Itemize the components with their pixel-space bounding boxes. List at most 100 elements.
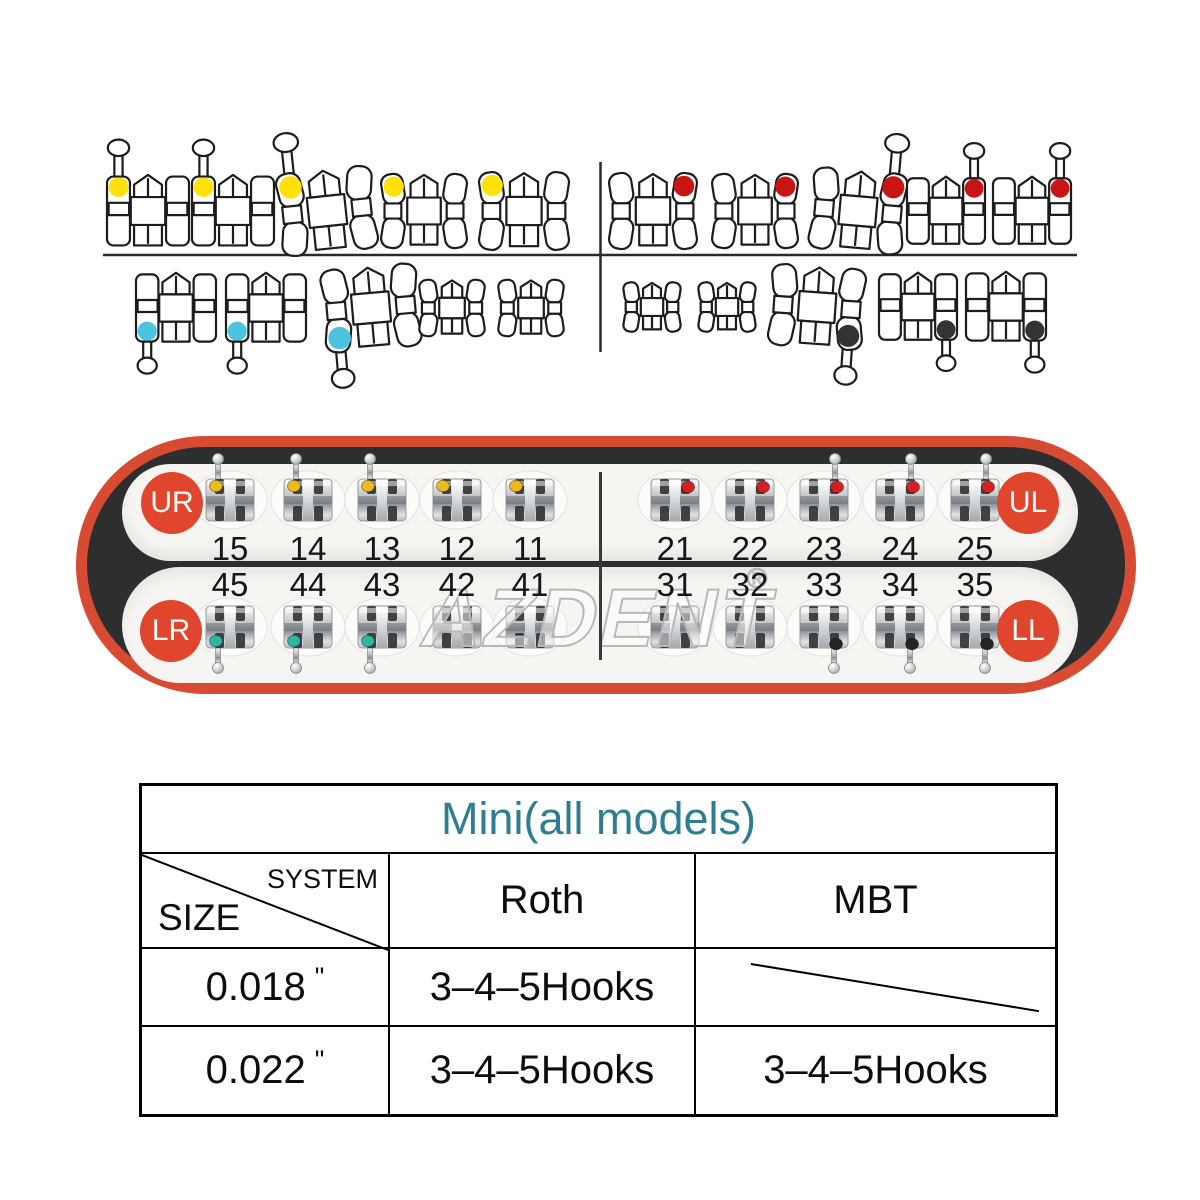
marker-dot: [287, 479, 301, 493]
corner-system-label: SYSTEM: [266, 864, 378, 894]
tray-bracket: [862, 453, 938, 530]
marker-dot: [209, 634, 223, 648]
tray-bracket: [937, 453, 1013, 530]
watermark-text: AZDENT: [414, 572, 784, 664]
tooth-number: 43: [363, 566, 401, 603]
tray-bracket: [786, 453, 862, 530]
tray-bracket: [492, 470, 568, 530]
marker-dot: [906, 480, 920, 494]
bracket-drawing: [318, 261, 427, 389]
tooth-number: 13: [363, 530, 401, 567]
tray-brackets-layer: AZDENT®: [192, 453, 1013, 674]
inch-mark: ": [314, 961, 325, 992]
tray-bracket: [270, 453, 346, 530]
tooth-number: 24: [881, 530, 919, 567]
color-dot: [936, 320, 956, 339]
tray-bracket: [492, 597, 568, 657]
color-dot: [193, 177, 214, 198]
tray-bracket: [192, 453, 268, 530]
tooth-number: 22: [731, 530, 769, 567]
color-dot: [137, 321, 157, 341]
registered-mark: ®: [747, 563, 768, 594]
color-dot: [108, 177, 129, 198]
bracket-line-drawings: [103, 0, 1077, 410]
tooth-number: 41: [511, 566, 549, 603]
tray-bracket: [637, 470, 713, 530]
marker-dot: [436, 479, 450, 493]
inch-mark: ": [314, 1045, 325, 1075]
tooth-number: 11: [512, 530, 548, 567]
tray-bracket: [937, 597, 1013, 674]
bracket-drawing: [107, 140, 189, 246]
color-dot: [227, 321, 247, 341]
color-dot: [964, 179, 984, 198]
color-dot: [328, 326, 351, 350]
bracket-drawing: [269, 124, 381, 259]
tray-bracket: [344, 597, 420, 674]
tooth-number: 21: [656, 530, 694, 567]
size-cell-022: 0.022 ": [142, 1025, 388, 1114]
tray-bracket: [712, 470, 788, 530]
size-cell-018: 0.018 ": [142, 947, 388, 1025]
marker-dot: [361, 634, 375, 648]
marker-dot: [361, 479, 375, 493]
column-header-mbt: MBT: [694, 852, 1055, 947]
tooth-number: 25: [956, 530, 994, 567]
bracket-drawing: [623, 281, 682, 332]
color-dot: [775, 176, 796, 197]
bracket-drawing: [993, 143, 1071, 244]
tooth-number: 44: [289, 566, 327, 603]
bracket-tray: AZDENT ® UR UL LR LL 15 14 13 12 11 21 22 23 24 25…: [76, 436, 1136, 694]
tray-bracket: [270, 597, 346, 674]
lower-left-drawings: [136, 261, 565, 389]
bracket-drawing: [698, 281, 757, 332]
upper-right-drawings: [608, 127, 1071, 257]
color-dot: [673, 175, 695, 197]
tray-bracket: [419, 470, 495, 530]
roth-018-cell: 3–4–5Hooks: [388, 947, 694, 1025]
marker-dot: [905, 637, 919, 651]
tooth-number: 15: [211, 530, 249, 567]
quadrant-badge-lr: LR: [140, 600, 202, 662]
tooth-number: 31: [656, 566, 694, 603]
marker-dot: [981, 480, 995, 494]
bracket-drawing: [806, 127, 913, 257]
roth-022-cell: 3–4–5Hooks: [388, 1025, 694, 1114]
mbt-022-cell: 3–4–5Hooks: [694, 1025, 1055, 1114]
bracket-drawing: [192, 140, 274, 246]
upper-left-drawings: [107, 124, 570, 259]
tray-bracket: [712, 597, 788, 657]
corner-size-label: SIZE: [158, 897, 241, 938]
tooth-number: 33: [805, 566, 843, 603]
quadrant-badge-ll: LL: [997, 600, 1059, 662]
lower-right-drawings: [623, 262, 1046, 386]
spec-table: Mini(all models) SYSTEM SIZE Roth MBT 0.…: [139, 783, 1058, 1117]
tooth-number: 45: [211, 566, 249, 603]
bracket-drawing: [478, 171, 571, 252]
marker-dot: [830, 480, 844, 494]
size-value: 0.022: [205, 1048, 306, 1092]
tray-bracket: [786, 597, 862, 674]
table-corner-cell: SYSTEM SIZE: [141, 852, 389, 951]
tray-bracket: [862, 597, 938, 674]
tooth-number: 35: [956, 566, 994, 603]
marker-dot: [509, 479, 523, 493]
bracket-drawing: [497, 279, 564, 338]
bracket-drawing: [136, 273, 216, 374]
color-dot: [383, 176, 404, 197]
quadrant-badge-ur: UR: [141, 472, 203, 534]
color-dot: [481, 174, 503, 197]
bracket-drawing: [763, 262, 868, 386]
tooth-number: 14: [289, 530, 327, 567]
mbt-018-cell: [694, 947, 1055, 1025]
tooth-number: 23: [805, 530, 843, 567]
marker-dot: [287, 634, 301, 648]
tooth-number: 32: [731, 566, 769, 603]
tray-bracket: [192, 597, 268, 674]
bracket-drawing: [907, 143, 985, 244]
bracket-drawing: [608, 172, 699, 251]
bracket-drawing: [380, 173, 468, 250]
color-dot: [1050, 179, 1070, 198]
tooth-number: 34: [881, 566, 919, 603]
tooth-number: 12: [438, 530, 476, 567]
